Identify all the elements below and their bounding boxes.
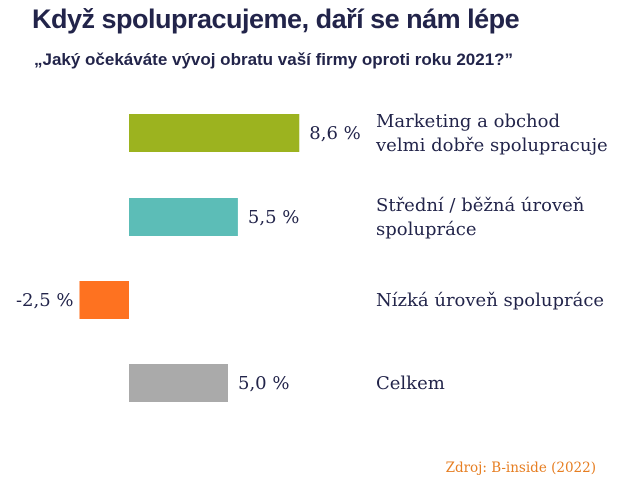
category-label: Střední / běžná úroveň <box>376 195 585 216</box>
category-label: spolupráce <box>376 219 477 240</box>
chart-subtitle: „Jaký očekáváte vývoj obratu vaší firmy … <box>34 50 514 69</box>
bar <box>79 281 129 319</box>
chart-title: Když spolupracujeme, daří se nám lépe <box>32 4 520 34</box>
bar <box>129 114 300 152</box>
value-label: 5,0 % <box>238 373 289 394</box>
bar <box>129 198 238 236</box>
value-label: 5,5 % <box>248 207 299 228</box>
category-label: Marketing a obchod <box>376 111 560 132</box>
value-label: 8,6 % <box>309 123 360 144</box>
category-label: Celkem <box>376 373 445 394</box>
source-note: Zdroj: B-inside (2022) <box>445 460 596 476</box>
category-label: velmi dobře spolupracuje <box>375 135 608 156</box>
bar <box>129 364 228 402</box>
category-label: Nízká úroveň spolupráce <box>376 290 604 311</box>
value-label: -2,5 % <box>16 290 74 311</box>
